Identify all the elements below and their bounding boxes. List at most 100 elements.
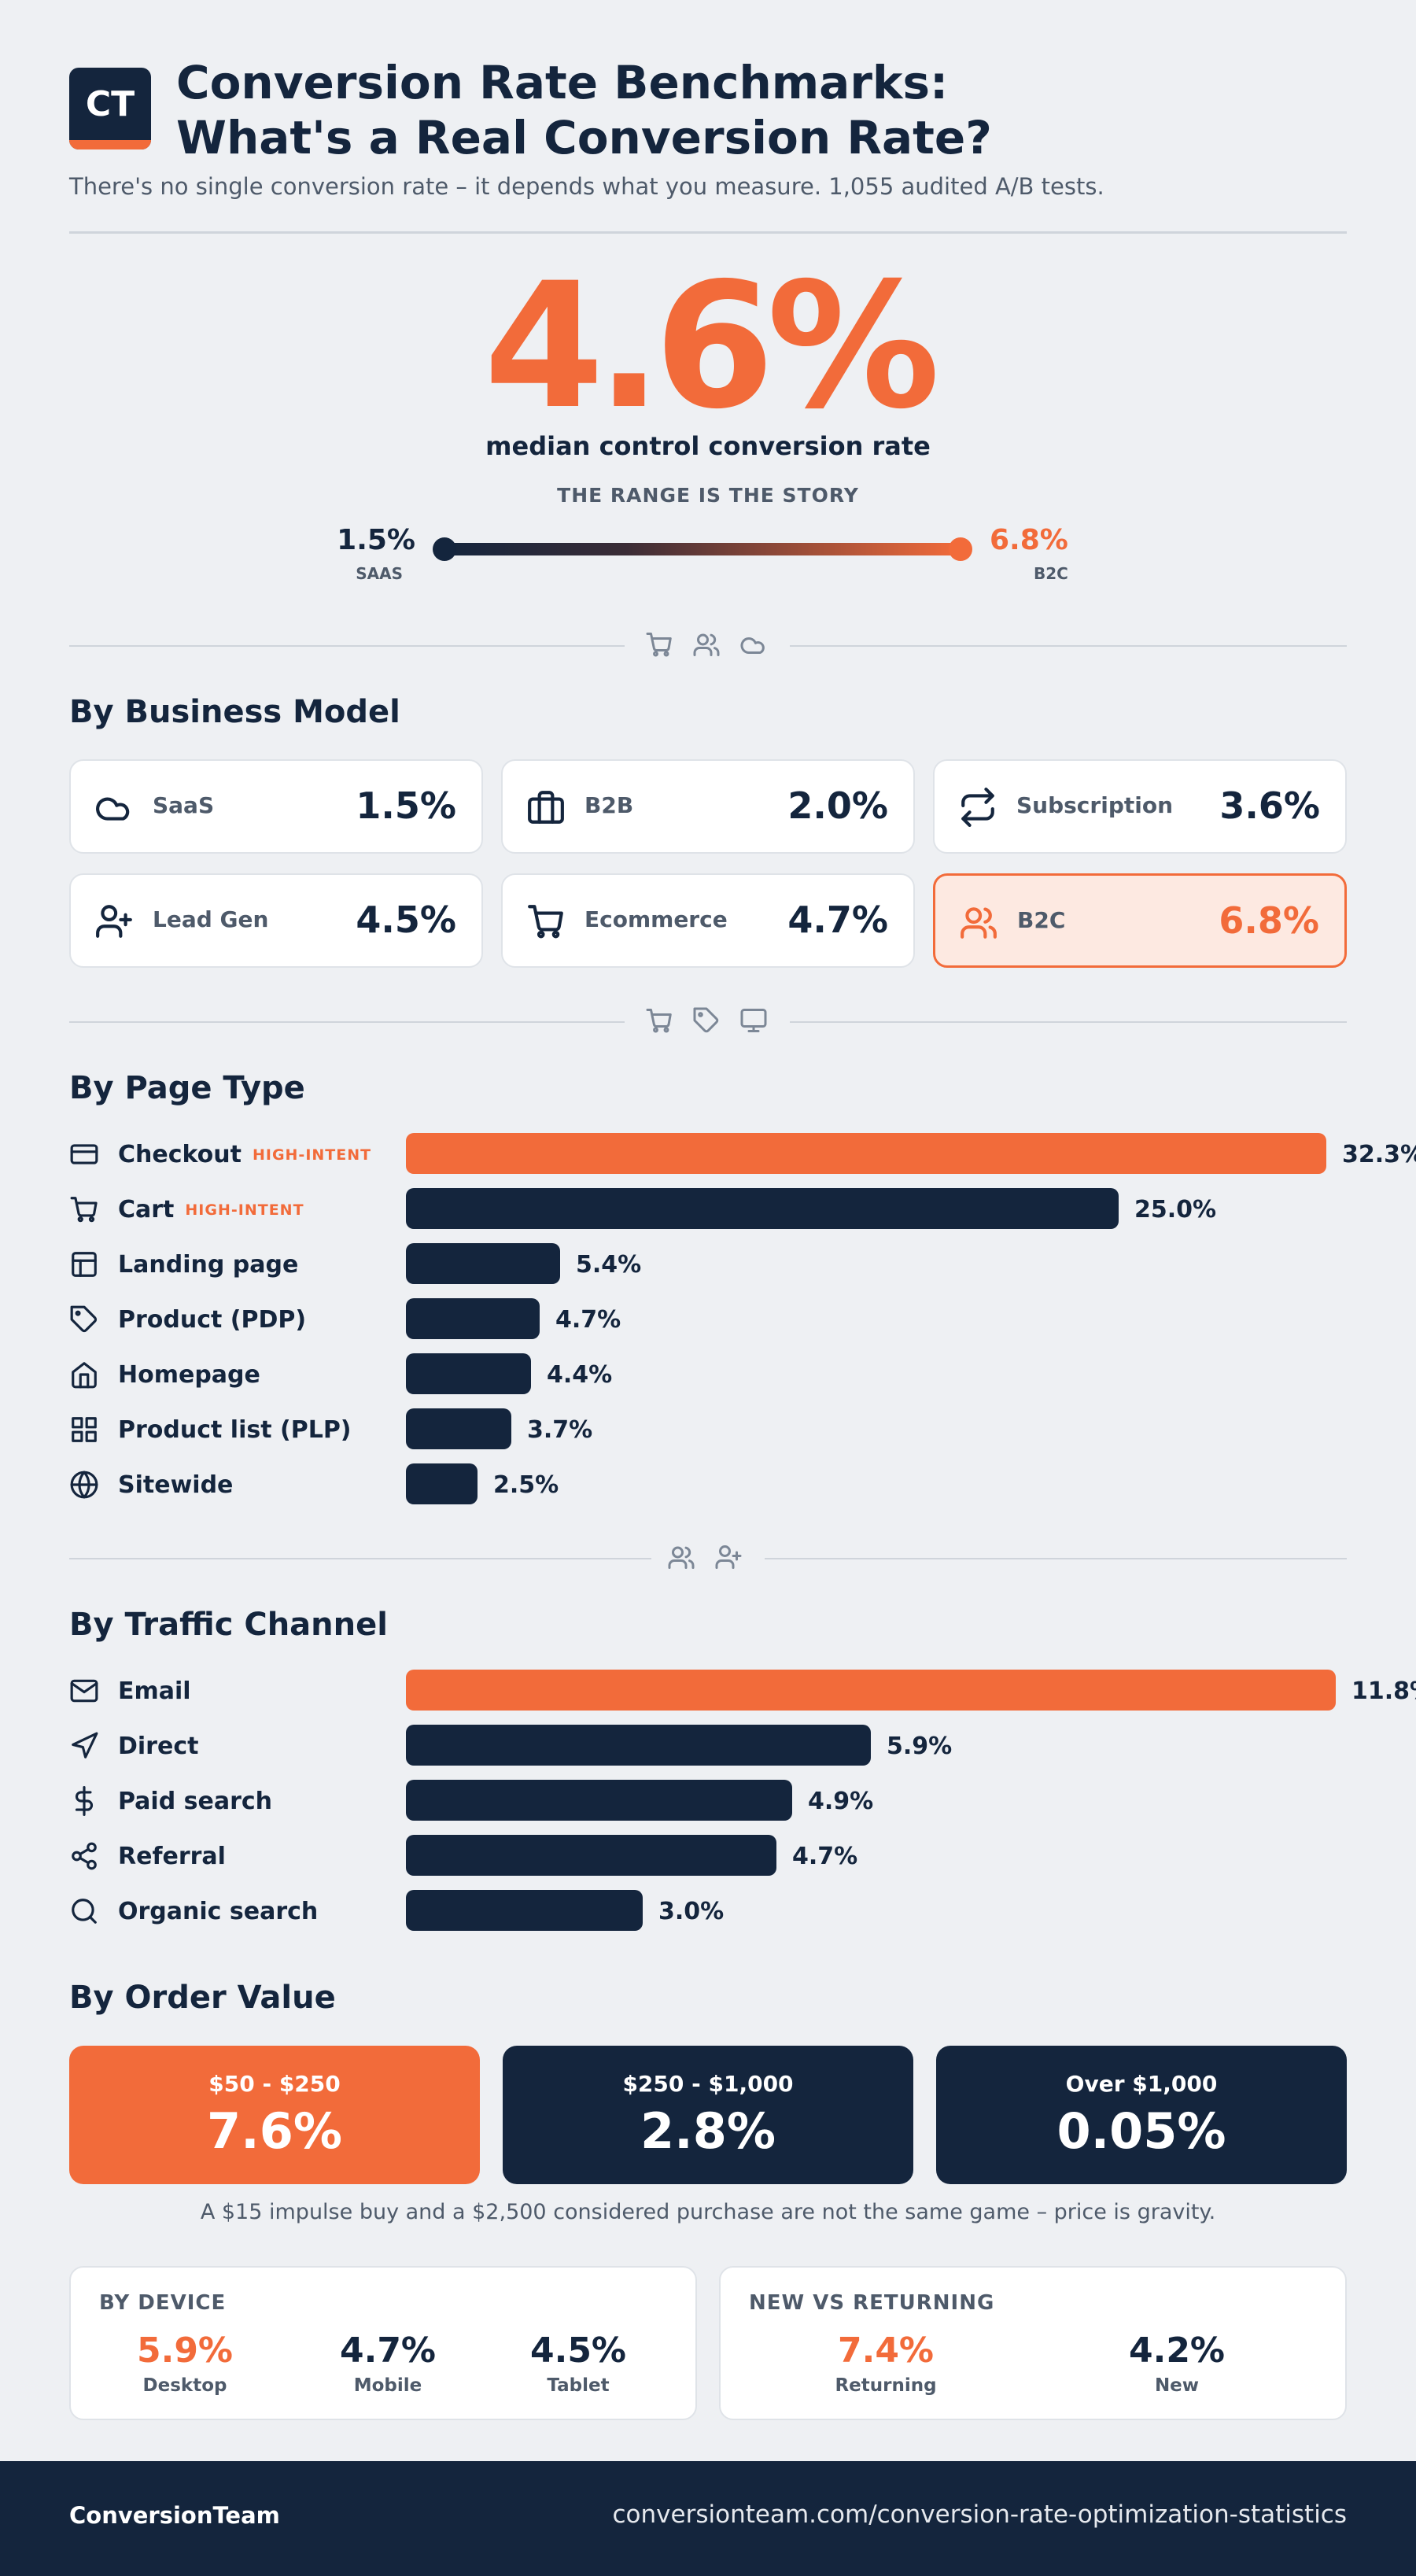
page-type-value: 2.5% bbox=[493, 1471, 559, 1499]
business-value: 3.6% bbox=[1219, 784, 1320, 827]
page-type-label: Homepage bbox=[118, 1361, 260, 1389]
range-high-value: 6.8% bbox=[990, 524, 1068, 556]
page-type-value: 4.7% bbox=[555, 1306, 621, 1334]
device-value: 4.7% bbox=[339, 2331, 437, 2371]
page-title: Conversion Rate Benchmarks: What's a Rea… bbox=[176, 55, 1278, 165]
business-label: B2B bbox=[584, 792, 634, 818]
new-vs-returning-title: NEW VS RETURNING bbox=[749, 2291, 995, 2315]
page-type-label: Cart HIGH-INTENT bbox=[118, 1196, 304, 1223]
returning-label: Returning bbox=[835, 2375, 937, 2396]
traffic-value: 3.0% bbox=[658, 1898, 725, 1925]
divider-line bbox=[765, 1558, 1347, 1559]
section-title-business-model: By Business Model bbox=[69, 694, 400, 730]
divider-page-type bbox=[69, 1006, 1347, 1038]
page-type-bar bbox=[406, 1133, 1326, 1174]
device-label: Tablet bbox=[547, 2375, 610, 2396]
traffic-row: Referral 4.7% bbox=[69, 1835, 1347, 1876]
divider-icons bbox=[667, 1543, 743, 1571]
page-type-label: Sitewide bbox=[118, 1471, 234, 1499]
page-type-row: Product list (PLP) 3.7% bbox=[69, 1408, 1347, 1449]
order-tile-low: $50 - $250 7.6% bbox=[69, 2046, 480, 2184]
device-value: 5.9% bbox=[136, 2331, 234, 2371]
divider-line bbox=[790, 1021, 1347, 1023]
range-bar bbox=[445, 543, 960, 555]
business-value: 6.8% bbox=[1219, 899, 1319, 942]
traffic-bar bbox=[406, 1725, 871, 1766]
dollar-icon bbox=[75, 1786, 93, 1816]
section-title-order-value: By Order Value bbox=[69, 1980, 336, 2016]
returning-value: 7.4% bbox=[837, 2331, 935, 2371]
search-icon bbox=[72, 1899, 97, 1924]
traffic-label: Organic search bbox=[118, 1898, 319, 1925]
range-high-dot bbox=[949, 537, 972, 561]
divider-traffic bbox=[69, 1543, 1347, 1574]
order-rate: 0.05% bbox=[1056, 2102, 1226, 2160]
footer-url[interactable]: conversionteam.com/conversion-rate-optim… bbox=[612, 2500, 1347, 2529]
title-line-2: What's a Real Conversion Rate? bbox=[176, 111, 992, 164]
range-low-value: 1.5% bbox=[337, 524, 415, 556]
page-type-row: Product (PDP) 4.7% bbox=[69, 1298, 1347, 1339]
order-range: $250 - $1,000 bbox=[622, 2071, 794, 2097]
grid-icon bbox=[72, 1417, 97, 1442]
device-stat-tablet: 4.5% Tablet bbox=[511, 2331, 645, 2396]
order-tile-high: Over $1,000 0.05% bbox=[936, 2046, 1347, 2184]
traffic-value: 4.9% bbox=[808, 1788, 874, 1815]
footer: ConversionTeam conversionteam.com/conver… bbox=[0, 2461, 1416, 2576]
page-type-bar bbox=[406, 1353, 531, 1394]
users-icon bbox=[668, 1546, 695, 1569]
divider-line bbox=[69, 1021, 625, 1023]
range-title: THE RANGE IS THE STORY bbox=[557, 484, 859, 507]
order-range: Over $1,000 bbox=[1065, 2071, 1218, 2097]
logo-text: CT bbox=[85, 83, 135, 124]
mail-icon bbox=[70, 1679, 98, 1703]
user-plus-icon bbox=[715, 1545, 742, 1569]
traffic-bar bbox=[406, 1780, 792, 1821]
range-low-label: SAAS bbox=[356, 564, 403, 583]
business-label: Ecommerce bbox=[584, 906, 728, 932]
page-type-row: Landing page 5.4% bbox=[69, 1243, 1347, 1284]
business-card-ecommerce: Ecommerce 4.7% bbox=[501, 873, 915, 968]
business-label: B2C bbox=[1017, 907, 1066, 933]
monitor-icon bbox=[740, 1009, 767, 1032]
navigation-icon bbox=[72, 1732, 98, 1759]
logo: CT bbox=[69, 68, 151, 149]
hero-value: 4.6% bbox=[483, 245, 940, 447]
traffic-bar bbox=[406, 1890, 643, 1931]
order-tile-mid: $250 - $1,000 2.8% bbox=[503, 2046, 913, 2184]
device-label: Mobile bbox=[353, 2375, 422, 2396]
traffic-value: 5.9% bbox=[887, 1733, 953, 1760]
home-icon bbox=[72, 1362, 97, 1389]
users-icon bbox=[961, 907, 997, 939]
divider-icons bbox=[645, 1006, 768, 1035]
order-value-note: A $15 impulse buy and a $2,500 considere… bbox=[200, 2200, 1216, 2224]
page-type-bar bbox=[406, 1463, 478, 1504]
device-value: 4.5% bbox=[529, 2331, 627, 2371]
page-subtitle: There's no single conversion rate – it d… bbox=[69, 173, 1104, 200]
business-label: Subscription bbox=[1016, 792, 1174, 818]
share-icon bbox=[72, 1842, 97, 1870]
repeat-icon bbox=[961, 788, 994, 827]
header-divider bbox=[69, 231, 1347, 234]
logo-stripe bbox=[69, 140, 151, 149]
business-card-lead-gen: Lead Gen 4.5% bbox=[69, 873, 483, 968]
business-value: 1.5% bbox=[356, 784, 456, 827]
page-type-name: Cart bbox=[118, 1196, 175, 1223]
new-stat: 4.2% New bbox=[1098, 2331, 1256, 2396]
page-type-value: 5.4% bbox=[576, 1251, 642, 1279]
credit-card-icon bbox=[70, 1144, 98, 1164]
traffic-row: Paid search 4.9% bbox=[69, 1780, 1347, 1821]
page-type-label: Landing page bbox=[118, 1251, 299, 1279]
high-intent-tag: HIGH-INTENT bbox=[185, 1201, 304, 1219]
page-type-bar bbox=[406, 1408, 511, 1449]
business-label: Lead Gen bbox=[153, 906, 269, 932]
device-panel: BY DEVICE 5.9% Desktop 4.7% Mobile 4.5% … bbox=[69, 2266, 697, 2420]
new-value: 4.2% bbox=[1128, 2331, 1226, 2371]
page-type-row: Sitewide 2.5% bbox=[69, 1463, 1347, 1504]
traffic-label: Direct bbox=[118, 1733, 199, 1760]
cart-icon bbox=[70, 1197, 98, 1223]
page-type-value: 32.3% bbox=[1342, 1141, 1416, 1168]
device-panel-title: BY DEVICE bbox=[99, 2291, 227, 2315]
page-type-bar bbox=[406, 1243, 560, 1284]
page-type-row: Cart HIGH-INTENT 25.0% bbox=[69, 1188, 1347, 1229]
business-value: 2.0% bbox=[787, 784, 888, 827]
